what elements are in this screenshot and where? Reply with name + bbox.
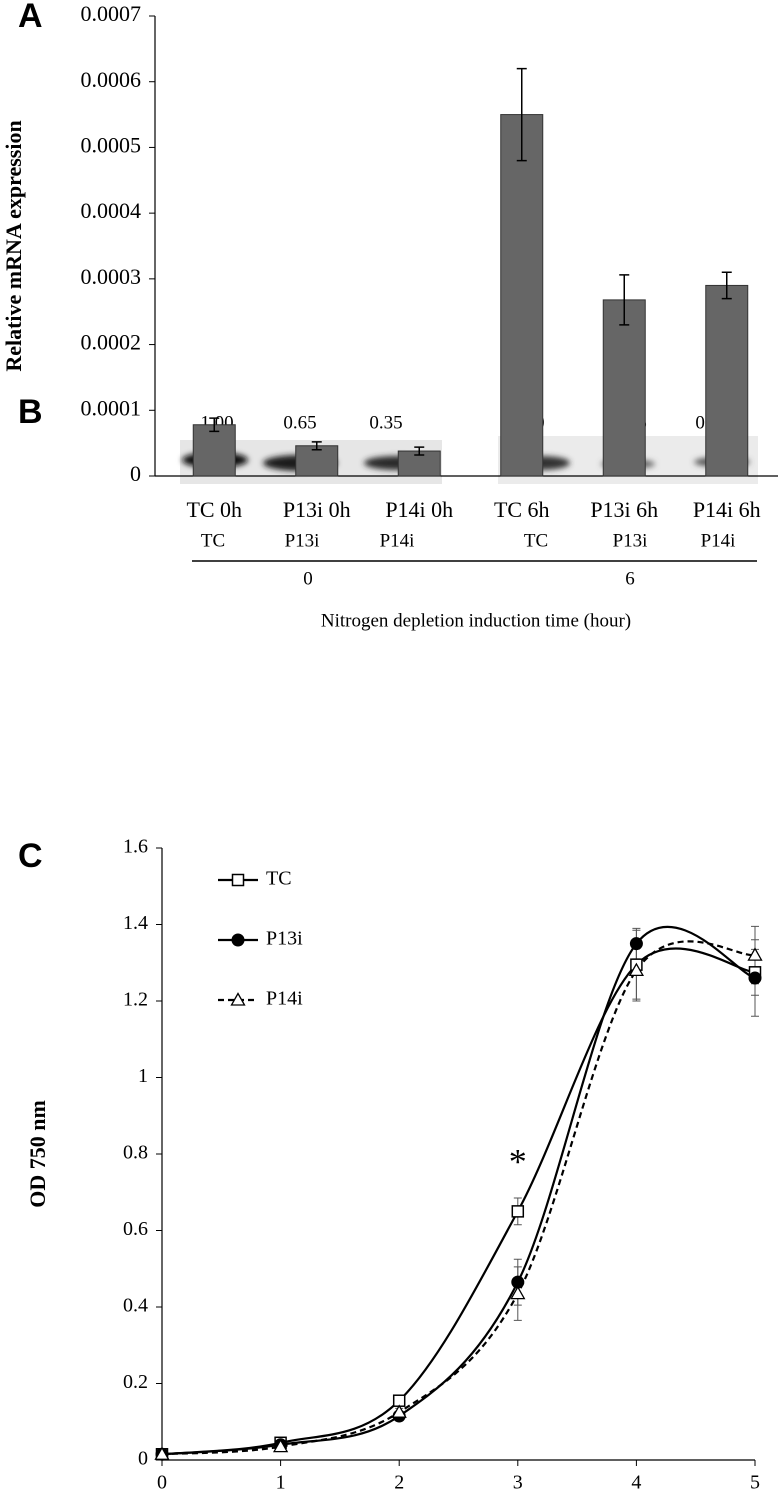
- legend-label: TC: [266, 868, 292, 890]
- legend-label: P14i: [266, 988, 303, 1010]
- y-tick-label: 0.0002: [81, 330, 142, 355]
- error-bar: [721, 271, 732, 300]
- y-tick-label: 0.0001: [81, 395, 142, 420]
- y-tick-label: 0: [130, 461, 141, 486]
- legend-marker: [231, 873, 245, 887]
- x-tick-label: P13i 0h: [283, 497, 351, 522]
- bar: [192, 424, 236, 477]
- x-tick-label: 0: [157, 1472, 167, 1494]
- x-tick-label: P14i 6h: [693, 497, 761, 522]
- x-tick-label: 5: [750, 1472, 760, 1494]
- marker: [629, 937, 643, 951]
- y-axis-title: Relative mRNA expression: [1, 120, 26, 371]
- x-tick-label: P14i 0h: [385, 497, 453, 522]
- marker: [511, 1205, 525, 1218]
- legend-marker: [230, 992, 246, 1006]
- blot-time: 6: [625, 568, 635, 589]
- marker: [154, 1446, 170, 1460]
- y-tick-label: 0.0005: [81, 132, 142, 157]
- y-tick-label: 0: [138, 1448, 148, 1470]
- marker: [511, 1275, 525, 1289]
- error-bar: [209, 417, 220, 433]
- blot-lane-label: TC: [524, 530, 548, 551]
- blot-lane-label: TC: [201, 530, 225, 551]
- y-tick-label: 0.0004: [81, 198, 142, 223]
- y-tick-label: 0.0003: [81, 264, 142, 289]
- blot-images: [180, 436, 758, 562]
- x-tick-label: P13i 6h: [590, 497, 658, 522]
- blot-ratio: 0.65: [283, 412, 316, 433]
- panel-label: C: [18, 837, 43, 875]
- legend-marker: [231, 933, 245, 947]
- y-axis-title: OD 750 nm: [25, 1100, 50, 1208]
- y-tick-label: 1.4: [123, 912, 148, 934]
- x-tick-label: 2: [394, 1472, 404, 1494]
- marker: [510, 1285, 526, 1300]
- y-tick-label: 0.0007: [81, 1, 142, 26]
- marker: [272, 1438, 289, 1453]
- blot-xlabel: Nitrogen depletion induction time (hour): [321, 610, 631, 631]
- blot-time: 0: [303, 568, 313, 589]
- panel-label: A: [18, 0, 43, 35]
- y-tick-label: 0.6: [123, 1218, 148, 1240]
- y-tick-label: 0.2: [123, 1371, 148, 1393]
- bar: [602, 299, 646, 477]
- bar: [705, 284, 749, 477]
- x-tick-label: 4: [631, 1472, 641, 1494]
- error-bar: [619, 274, 630, 326]
- legend-label: P13i: [266, 928, 303, 950]
- bar: [295, 445, 339, 477]
- series-line: [161, 925, 756, 1456]
- y-tick-label: 1.2: [123, 989, 148, 1011]
- marker: [391, 1404, 407, 1418]
- y-tick-label: 0.0006: [81, 67, 142, 92]
- marker: [748, 971, 762, 985]
- marker: [747, 947, 763, 961]
- x-tick-label: TC 6h: [494, 497, 550, 522]
- y-tick-label: 0.4: [123, 1295, 148, 1317]
- panel-label: B: [18, 393, 43, 431]
- bar: [500, 114, 544, 477]
- blot-ratio: 0.35: [369, 412, 402, 433]
- series-line: [161, 940, 756, 1456]
- blot-lane-label: P13i: [613, 530, 648, 551]
- blot-lane-label: P13i: [285, 530, 320, 551]
- x-tick-label: 1: [276, 1472, 286, 1494]
- y-tick-label: 1.6: [123, 836, 148, 858]
- blot-lane-label: P14i: [701, 530, 736, 551]
- error-bar: [311, 441, 322, 451]
- error-bar: [414, 446, 425, 456]
- y-tick-label: 0.8: [123, 1142, 148, 1164]
- annotation: *: [509, 1142, 527, 1182]
- y-tick-label: 1: [138, 1065, 148, 1087]
- blot-lane-label: P14i: [380, 530, 415, 551]
- series-line: [161, 947, 756, 1456]
- error-bar: [516, 67, 527, 162]
- marker: [628, 962, 645, 977]
- x-tick-label: TC 0h: [186, 497, 242, 522]
- x-tick-label: 3: [513, 1472, 523, 1494]
